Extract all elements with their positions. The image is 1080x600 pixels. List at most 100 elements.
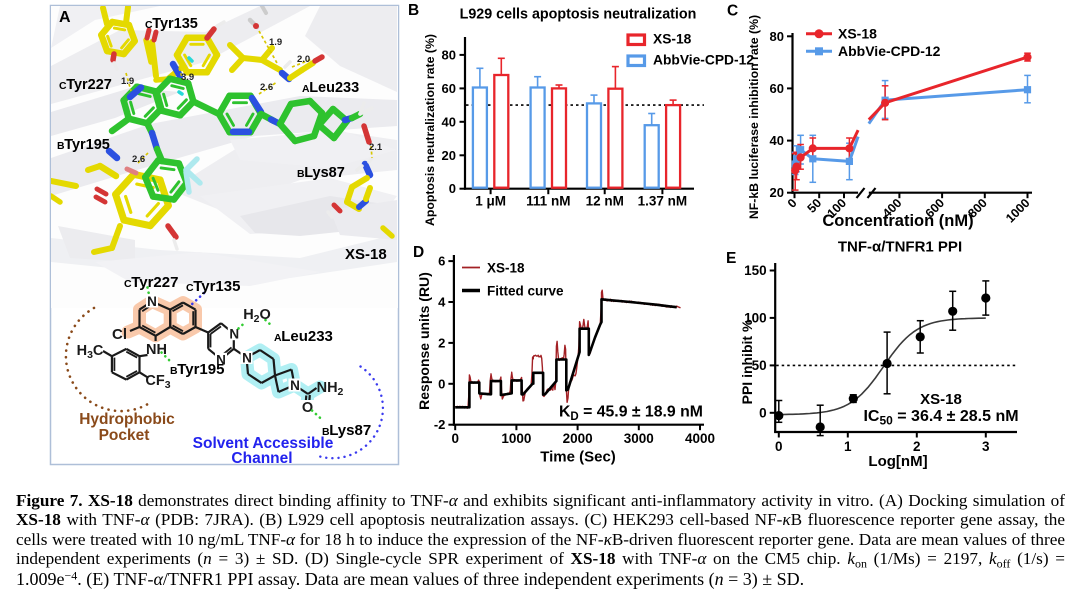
svg-text:Pocket: Pocket bbox=[99, 427, 150, 444]
svg-text:50: 50 bbox=[752, 358, 767, 373]
svg-text:TNF-α/TNFR1 PPI: TNF-α/TNFR1 PPI bbox=[838, 239, 962, 256]
svg-text:H2O: H2O bbox=[243, 307, 271, 325]
svg-text:NF-kB luciferase inhibition ra: NF-kB luciferase inhibition rate (%) bbox=[747, 15, 761, 219]
svg-text:Concentration (nM): Concentration (nM) bbox=[822, 212, 973, 230]
svg-text:1000: 1000 bbox=[501, 431, 531, 446]
svg-text:0: 0 bbox=[785, 196, 800, 211]
svg-text:CF3: CF3 bbox=[145, 373, 170, 391]
svg-text:2: 2 bbox=[913, 439, 921, 454]
svg-text:Fitted curve: Fitted curve bbox=[487, 284, 564, 299]
svg-text:2000: 2000 bbox=[563, 431, 593, 446]
svg-text:2.1: 2.1 bbox=[369, 142, 383, 153]
svg-text:100: 100 bbox=[744, 310, 767, 325]
svg-text:0: 0 bbox=[759, 405, 767, 420]
svg-text:80: 80 bbox=[442, 47, 456, 62]
svg-text:N: N bbox=[216, 352, 226, 367]
svg-text:O: O bbox=[302, 400, 313, 416]
svg-text:Tyr227: Tyr227 bbox=[66, 77, 112, 93]
svg-text:Log[nM]: Log[nM] bbox=[868, 453, 927, 470]
svg-text:Tyr195: Tyr195 bbox=[177, 361, 224, 378]
svg-text:N: N bbox=[242, 350, 252, 365]
svg-text:B: B bbox=[170, 365, 178, 377]
svg-text:Tyr135: Tyr135 bbox=[152, 16, 198, 32]
svg-text:111 nM: 111 nM bbox=[526, 194, 570, 209]
svg-text:B: B bbox=[408, 2, 419, 19]
svg-text:IC50 = 36.4 ± 28.5 nM: IC50 = 36.4 ± 28.5 nM bbox=[863, 408, 1018, 428]
svg-text:3: 3 bbox=[982, 439, 990, 454]
svg-text:D: D bbox=[413, 244, 424, 261]
svg-text:4: 4 bbox=[438, 295, 446, 310]
svg-text:2.0: 2.0 bbox=[297, 54, 310, 65]
svg-text:N: N bbox=[229, 327, 239, 342]
svg-text:C: C bbox=[124, 278, 132, 290]
svg-text:NH: NH bbox=[146, 342, 167, 358]
svg-text:N: N bbox=[147, 294, 157, 309]
svg-text:4000: 4000 bbox=[685, 431, 715, 446]
svg-text:A: A bbox=[59, 9, 71, 26]
svg-text:2.6: 2.6 bbox=[260, 82, 273, 93]
svg-text:60: 60 bbox=[770, 81, 784, 96]
svg-text:2.6: 2.6 bbox=[132, 154, 145, 165]
svg-text:1000: 1000 bbox=[1003, 196, 1033, 226]
svg-text:Lys87: Lys87 bbox=[304, 165, 345, 181]
svg-text:C: C bbox=[186, 282, 194, 294]
svg-text:40: 40 bbox=[442, 114, 456, 129]
svg-text:12 nM: 12 nM bbox=[586, 194, 624, 209]
svg-text:Response units (RU): Response units (RU) bbox=[416, 272, 432, 410]
svg-text:6: 6 bbox=[438, 254, 445, 269]
svg-text:Solvent Accessible: Solvent Accessible bbox=[193, 435, 334, 452]
svg-text:1.37 nM: 1.37 nM bbox=[638, 194, 688, 209]
svg-text:Tyr135: Tyr135 bbox=[193, 278, 240, 295]
svg-text:Leu233: Leu233 bbox=[281, 328, 333, 345]
svg-text:XS-18: XS-18 bbox=[838, 26, 877, 42]
svg-text:3.9: 3.9 bbox=[181, 72, 194, 83]
svg-text:60: 60 bbox=[442, 81, 456, 96]
svg-text:-2: -2 bbox=[434, 417, 446, 432]
svg-text:1.9: 1.9 bbox=[269, 37, 282, 48]
svg-text:1: 1 bbox=[844, 439, 852, 454]
svg-text:40: 40 bbox=[770, 133, 784, 148]
svg-text:XS-18: XS-18 bbox=[653, 32, 692, 47]
svg-text:1 μM: 1 μM bbox=[475, 194, 506, 209]
svg-text:Channel: Channel bbox=[231, 450, 292, 467]
svg-text:Tyr195: Tyr195 bbox=[64, 137, 110, 153]
svg-text:150: 150 bbox=[744, 263, 767, 278]
svg-text:Apoptosis neutralization rate: Apoptosis neutralization rate (%) bbox=[423, 34, 437, 226]
svg-text:Leu233: Leu233 bbox=[309, 80, 359, 96]
svg-text:XS-18: XS-18 bbox=[920, 391, 962, 408]
svg-text:2: 2 bbox=[438, 335, 445, 350]
svg-text:3000: 3000 bbox=[624, 431, 654, 446]
svg-text:0: 0 bbox=[438, 376, 445, 391]
svg-text:Cl: Cl bbox=[112, 326, 127, 343]
svg-text:0: 0 bbox=[449, 181, 456, 196]
svg-text:B: B bbox=[57, 141, 65, 152]
svg-text:H3C: H3C bbox=[77, 343, 104, 361]
svg-text:C: C bbox=[59, 81, 67, 92]
svg-text:C: C bbox=[145, 20, 153, 31]
svg-text:1.9: 1.9 bbox=[121, 76, 134, 87]
svg-text:AbbVie-CPD-12: AbbVie-CPD-12 bbox=[653, 53, 754, 68]
svg-text:80: 80 bbox=[770, 29, 784, 44]
svg-text:E: E bbox=[726, 250, 736, 267]
svg-text:PPI inhibit %: PPI inhibit % bbox=[739, 319, 755, 404]
svg-text:A: A bbox=[274, 332, 282, 344]
svg-text:NH2: NH2 bbox=[317, 380, 344, 398]
svg-text:AbbVie-CPD-12: AbbVie-CPD-12 bbox=[838, 43, 941, 59]
svg-text:0: 0 bbox=[451, 431, 459, 446]
svg-text:XS-18: XS-18 bbox=[345, 246, 387, 263]
svg-text:N: N bbox=[290, 378, 300, 393]
svg-text:Lys87: Lys87 bbox=[329, 422, 371, 439]
svg-text:Hydrophobic: Hydrophobic bbox=[79, 411, 175, 428]
svg-text:0: 0 bbox=[775, 439, 783, 454]
svg-text:20: 20 bbox=[442, 148, 456, 163]
svg-text:A: A bbox=[302, 84, 310, 95]
svg-text:B: B bbox=[297, 169, 305, 180]
svg-text:C: C bbox=[727, 3, 738, 20]
svg-text:KD = 45.9 ± 18.9 nM: KD = 45.9 ± 18.9 nM bbox=[559, 404, 703, 424]
svg-text:Time (Sec): Time (Sec) bbox=[540, 449, 616, 466]
svg-text:XS-18: XS-18 bbox=[487, 261, 525, 276]
svg-text:L929 cells apoptosis neutraliz: L929 cells apoptosis neutralization bbox=[460, 7, 697, 23]
svg-text:B: B bbox=[322, 426, 330, 438]
svg-text:20: 20 bbox=[770, 185, 784, 200]
svg-text:Tyr227: Tyr227 bbox=[131, 274, 178, 291]
